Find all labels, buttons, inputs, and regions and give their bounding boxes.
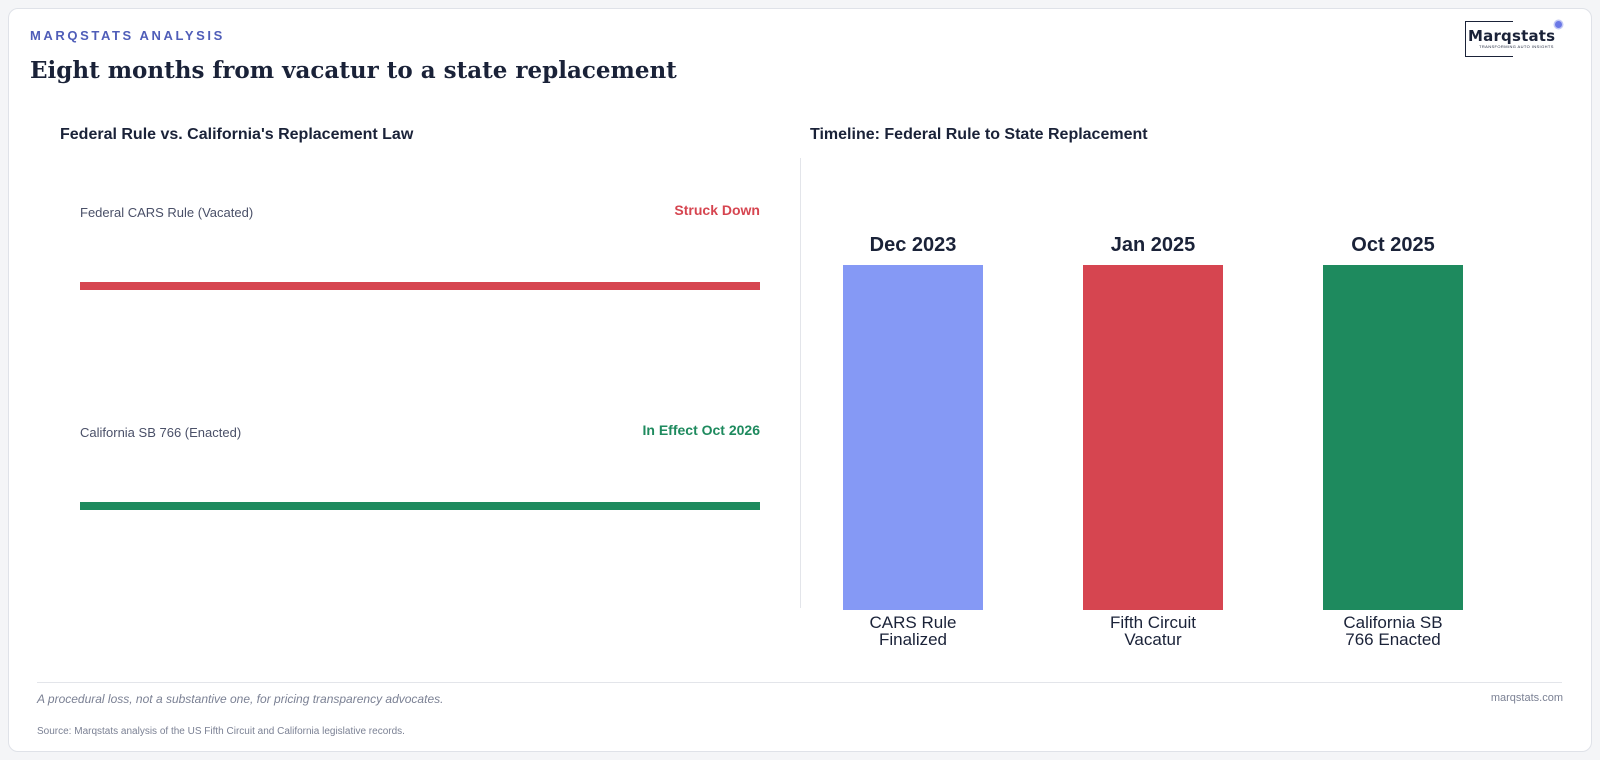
footer-note: A procedural loss, not a substantive one…	[37, 692, 444, 706]
page-title: Eight months from vacatur to a state rep…	[30, 57, 677, 84]
eyebrow-label: MARQSTATS ANALYSIS	[30, 28, 225, 43]
timeline-category-label: California SB 766 Enacted	[1343, 613, 1442, 649]
comparison-row-bar	[80, 282, 760, 290]
comparison-row-bar	[80, 502, 760, 510]
logo-frame-left	[1465, 21, 1495, 57]
logo-wordmark: Marqstats	[1468, 27, 1556, 45]
timeline-category-label: CARS Rule Finalized	[870, 613, 957, 649]
timeline-bar	[1323, 265, 1463, 610]
footer-domain: marqstats.com	[1490, 692, 1563, 704]
timeline-bar	[843, 265, 983, 610]
comparison-row-status: Struck Down	[674, 202, 760, 218]
timeline-chart: Dec 2023 CARS Rule Finalized Jan 2025 Fifth …	[843, 234, 1463, 649]
logo-dot-icon	[1555, 21, 1562, 28]
comparison-row-label: Federal CARS Rule (Vacated)	[80, 205, 254, 220]
timeline-date-label: Dec 2023	[870, 234, 957, 256]
footer-divider	[37, 682, 1562, 683]
marqstats-logo: Marqstats TRANSFORMING AUTO INSIGHTS	[1465, 21, 1565, 67]
timeline-bar	[1083, 265, 1223, 610]
timeline-category-label: Fifth Circuit Vacatur	[1110, 613, 1196, 649]
timeline-panel-title: Timeline: Federal Rule to State Replacem…	[810, 126, 1148, 143]
timeline-date-label: Oct 2025	[1351, 234, 1434, 256]
comparison-row-label: California SB 766 (Enacted)	[80, 425, 242, 440]
footer-source: Source: Marqstats analysis of the US Fif…	[37, 726, 405, 737]
comparison-row-status: In Effect Oct 2026	[642, 422, 761, 438]
comparison-row-federal: Federal CARS Rule (Vacated) Struck Down	[80, 200, 760, 290]
panel-divider	[800, 158, 801, 608]
comparison-row-california: California SB 766 (Enacted) In Effect Oc…	[80, 420, 761, 510]
comparison-panel-title: Federal Rule vs. California's Replacemen…	[60, 126, 414, 143]
timeline-date-label: Jan 2025	[1111, 234, 1196, 256]
logo-tagline: TRANSFORMING AUTO INSIGHTS	[1479, 44, 1554, 49]
